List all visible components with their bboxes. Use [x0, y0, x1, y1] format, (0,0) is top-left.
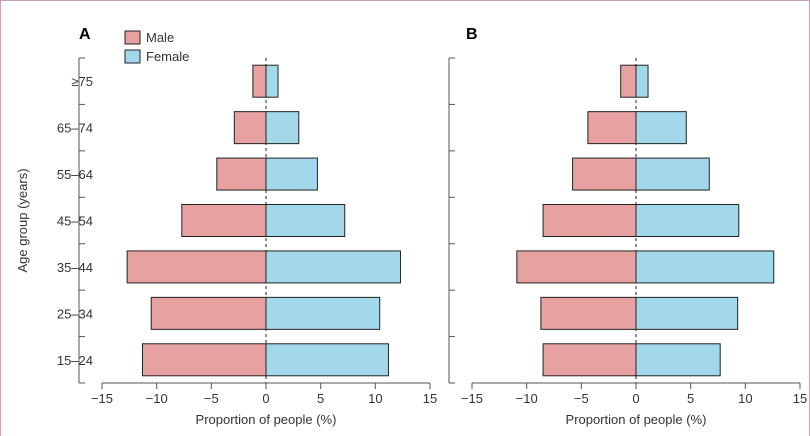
bar-female-0	[265, 343, 389, 377]
bar-female-3	[635, 204, 740, 237]
y-tick-label: 15–24	[57, 353, 93, 368]
bar-female-1	[265, 296, 381, 330]
x-tick-label: 10	[368, 391, 382, 406]
bar-female-2	[265, 250, 401, 284]
x-tick-label: 10	[738, 391, 752, 406]
panel-label: A	[79, 26, 91, 43]
bar-male-3	[181, 204, 267, 237]
bar-female-1	[635, 296, 739, 330]
bar-female-5	[265, 111, 300, 145]
bar-male-2	[516, 250, 637, 284]
y-tick-label: 35–44	[57, 260, 93, 275]
bar-male-3	[542, 204, 637, 237]
panel-A: A 15–24 25–34 35–44 45–54 55–64 65–74 ≥75 −15 −10…	[15, 26, 437, 427]
x-tick-label: −15	[91, 391, 113, 406]
bar-male-0	[542, 343, 637, 377]
legend-label-male: Male	[146, 30, 174, 45]
x-tick-label: −5	[204, 391, 219, 406]
panel-label: B	[466, 26, 478, 43]
bar-male-0	[141, 343, 267, 377]
x-tick-label: −5	[574, 391, 589, 406]
bar-female-3	[265, 204, 346, 237]
y-axis-title: Age group (years)	[15, 168, 30, 272]
bar-male-5	[587, 111, 637, 145]
bar-male-1	[540, 296, 637, 330]
bar-male-6	[620, 64, 637, 98]
bar-male-2	[126, 250, 267, 284]
bar-female-4	[635, 157, 710, 191]
x-tick-label: −10	[516, 391, 538, 406]
x-tick-label: 15	[423, 391, 437, 406]
bar-female-0	[635, 343, 721, 377]
bar-male-4	[216, 157, 267, 191]
x-axis-title: Proportion of people (%)	[566, 412, 707, 427]
bar-male-5	[233, 111, 267, 145]
legend: Male Female	[124, 30, 189, 64]
y-tick-label: ≥75	[71, 74, 93, 89]
bar-female-6	[635, 64, 649, 98]
bar-male-1	[150, 296, 267, 330]
bar-female-4	[265, 157, 318, 191]
legend-swatch-female	[124, 49, 141, 64]
y-tick-label: 55–64	[57, 167, 93, 182]
x-tick-label: 5	[317, 391, 324, 406]
x-tick-label: −10	[146, 391, 168, 406]
y-tick-label: 45–54	[57, 214, 93, 229]
panel-B: B −15 −10 −5 0 5 10 15 Proportion of people (%)	[448, 26, 807, 427]
x-axis-title: Proportion of people (%)	[196, 412, 337, 427]
y-tick-label: 25–34	[57, 306, 93, 321]
x-tick-label: 0	[632, 391, 639, 406]
bar-female-5	[635, 111, 687, 145]
bar-male-4	[572, 157, 637, 191]
bar-female-6	[265, 64, 279, 98]
x-tick-label: 15	[793, 391, 807, 406]
x-tick-label: 0	[262, 391, 269, 406]
bar-male-6	[252, 64, 267, 98]
y-tick-label: 65–74	[57, 121, 93, 136]
bar-female-2	[635, 250, 775, 284]
x-tick-label: −15	[461, 391, 483, 406]
legend-swatch-male	[124, 30, 141, 45]
legend-label-female: Female	[146, 49, 189, 64]
x-tick-label: 5	[687, 391, 694, 406]
